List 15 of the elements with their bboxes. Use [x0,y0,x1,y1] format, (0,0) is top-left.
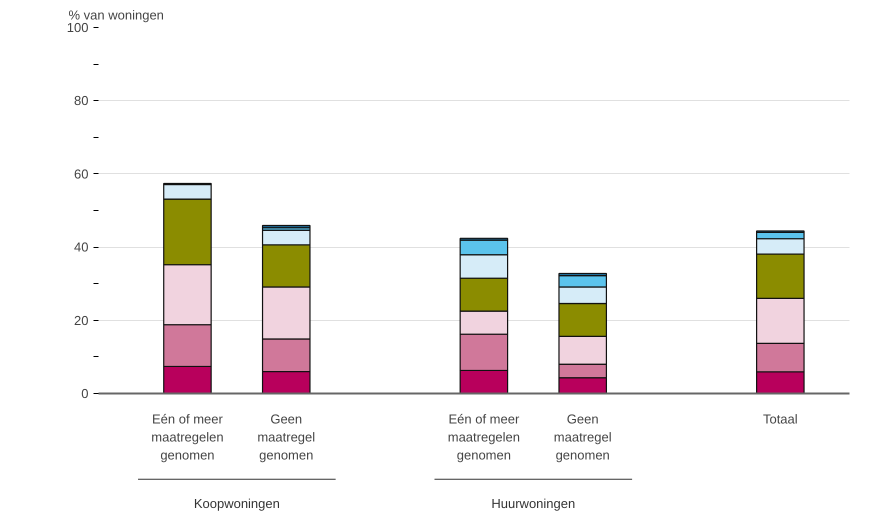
y-tick-label: 100 [66,20,89,35]
y-tick-label: 60 [74,166,89,182]
y-tick-label: 80 [74,93,89,108]
x-tick-label: Eén of meer maatregelen genomen [151,412,224,462]
x-tick-label: Eén of meer maatregelen genomen [448,412,520,462]
text: Koopwoningen [194,496,280,511]
x-tick-label: Totaal [762,412,798,426]
x-tick-label: Geen maatregel genomen [554,412,612,462]
y-axis-title: % van woningen [68,8,164,22]
bar [262,224,311,228]
y-tick-label: 40 [74,240,89,255]
y-tick-label: 0 [81,386,89,401]
x-tick-label: Geen maatregel genomen [257,412,316,462]
text: Huurwoningen [491,496,576,511]
y-tick-label: 20 [74,312,89,328]
